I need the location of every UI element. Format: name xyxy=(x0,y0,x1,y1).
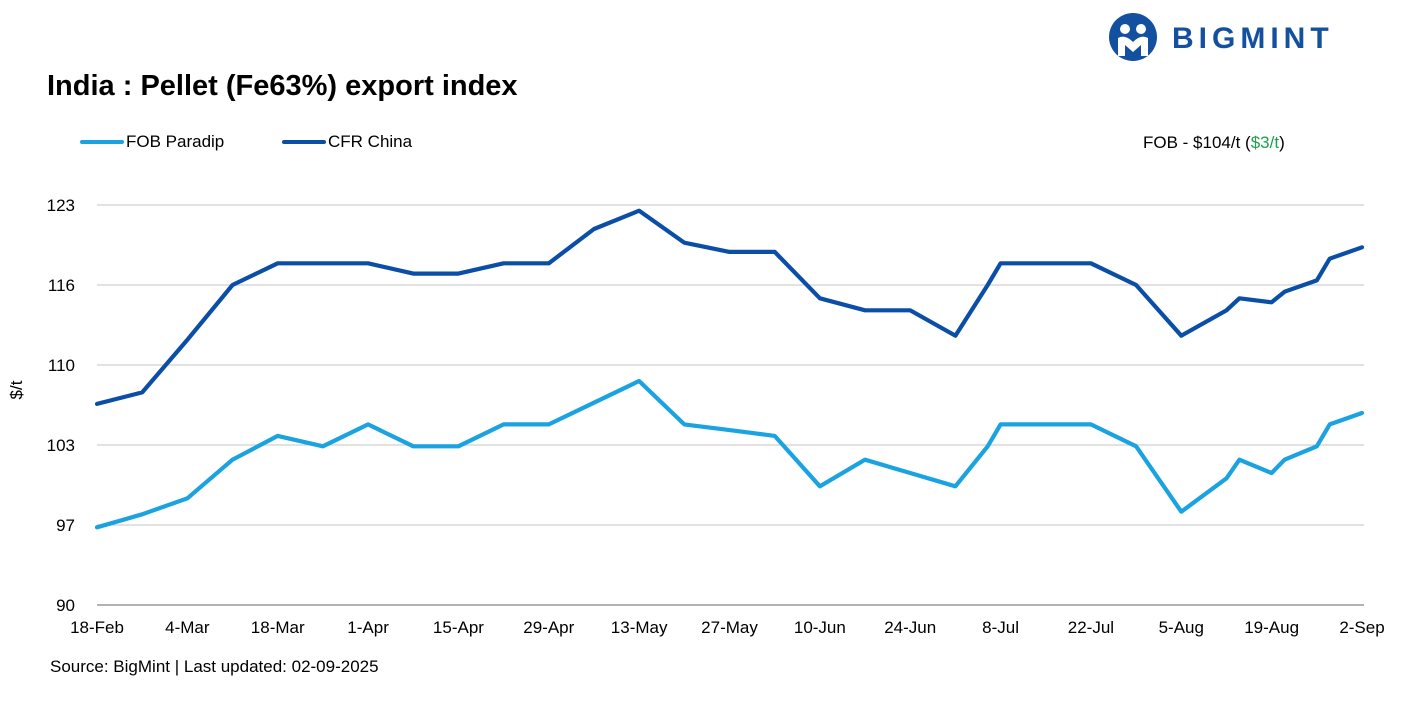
fob-note-change: $3/t xyxy=(1250,133,1280,152)
fob-note-suffix: ) xyxy=(1279,133,1285,152)
x-axis-ticks: 18-Feb 4-Mar 18-Mar 1-Apr 15-Apr 29-Apr 13-May… xyxy=(70,618,1385,637)
x-tick-label: 24-Jun xyxy=(884,618,936,637)
source-note: Source: BigMint | Last updated: 02-09-20… xyxy=(50,657,379,676)
y-axis-ticks: 123 116 110 103 97 90 xyxy=(47,196,75,615)
x-tick-label: 18-Mar xyxy=(251,618,305,637)
x-tick-label: 2-Sep xyxy=(1339,618,1384,637)
y-tick-label: 97 xyxy=(56,516,75,535)
x-tick-label: 15-Apr xyxy=(433,618,484,637)
series-line-cfr-china xyxy=(94,208,1365,406)
legend-label-cfr: CFR China xyxy=(328,132,413,151)
x-tick-label: 5-Aug xyxy=(1159,618,1204,637)
x-tick-label: 10-Jun xyxy=(794,618,846,637)
x-tick-label: 8-Jul xyxy=(982,618,1019,637)
series-line-fob-paradip xyxy=(94,378,1365,530)
fob-price-note: FOB - $104/t ($3/t) xyxy=(1143,133,1285,153)
x-tick-label: 4-Mar xyxy=(165,618,210,637)
legend-swatch-cfr xyxy=(282,140,326,144)
x-tick-label: 1-Apr xyxy=(347,618,389,637)
brand-name: BIGMINT xyxy=(1172,22,1334,55)
x-tick-label: 29-Apr xyxy=(523,618,574,637)
x-tick-label: 22-Jul xyxy=(1068,618,1114,637)
y-axis-label: $/t xyxy=(7,380,26,399)
y-tick-label: 116 xyxy=(48,276,75,295)
fob-note-prefix: FOB - $104/t ( xyxy=(1143,133,1251,152)
series-lines xyxy=(94,208,1365,530)
x-tick-label: 18-Feb xyxy=(70,618,124,637)
x-tick-label: 19-Aug xyxy=(1244,618,1299,637)
brand-logo: BIGMINT xyxy=(1108,12,1378,62)
legend-item-cfr: CFR China xyxy=(282,132,412,152)
legend-label-fob: FOB Paradip xyxy=(126,132,225,151)
y-tick-label: 123 xyxy=(47,196,75,215)
y-tick-label: 90 xyxy=(56,596,75,615)
y-tick-label: 103 xyxy=(47,436,75,455)
chart-title: India : Pellet (Fe63%) export index xyxy=(47,70,518,102)
x-tick-label: 13-May xyxy=(611,618,668,637)
legend-swatch-fob xyxy=(80,140,124,144)
legend-item-fob: FOB Paradip xyxy=(80,132,224,152)
x-tick-label: 27-May xyxy=(701,618,758,637)
y-tick-label: 110 xyxy=(48,356,75,375)
logo-mark-icon xyxy=(1109,13,1157,61)
